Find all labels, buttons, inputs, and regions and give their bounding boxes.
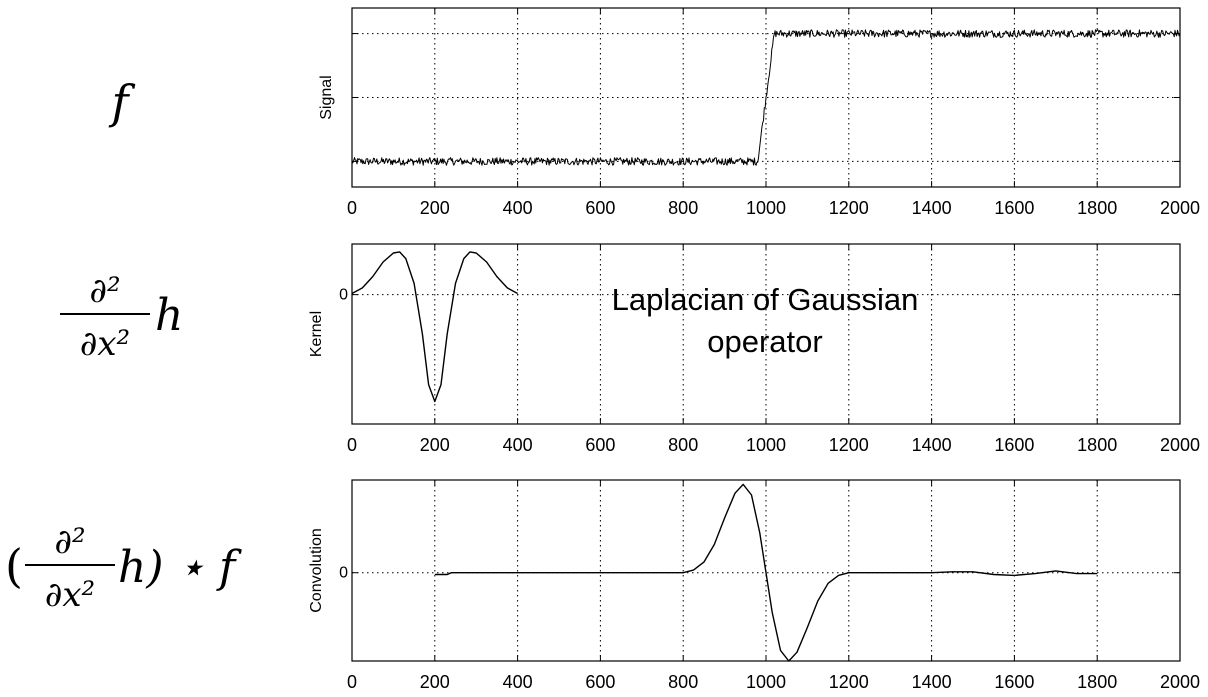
series-line (434, 483, 1098, 662)
x-tick-label: 1600 (994, 435, 1034, 455)
x-tick-label: 400 (503, 672, 533, 692)
chart-annotation: Laplacian of Gaussian (612, 282, 919, 317)
x-tick-label: 1200 (829, 672, 869, 692)
x-tick-label: 1000 (746, 198, 786, 218)
x-tick-label: 200 (420, 198, 450, 218)
equation-kernel-denominator: ∂x² (80, 324, 130, 364)
x-tick-label: 800 (668, 672, 698, 692)
equation-kernel-numerator: ∂² (89, 271, 120, 311)
y-axis-label: Signal (318, 75, 335, 119)
equation-convolution-tail: h) ⋆ f (118, 542, 242, 593)
equation-signal: f (108, 75, 135, 129)
x-tick-label: 2000 (1160, 672, 1200, 692)
x-tick-label: 0 (347, 198, 357, 218)
x-tick-label: 1000 (746, 435, 786, 455)
kernel-chart: 0 200 400 600 800 1000 1200 1400 1600 1800 2000 0 Ke… (308, 243, 1200, 455)
chart-annotation: operator (707, 324, 822, 359)
x-tick-label: 800 (668, 435, 698, 455)
x-tick-label: 600 (585, 435, 615, 455)
x-tick-label: 1800 (1077, 672, 1117, 692)
equation-convolution-open-paren: ( (5, 539, 23, 593)
x-tick-label: 2000 (1160, 198, 1200, 218)
x-tick-label: 2000 (1160, 435, 1200, 455)
series-line (351, 29, 1181, 166)
x-tick-label: 400 (503, 198, 533, 218)
x-tick-label: 1400 (912, 435, 952, 455)
series-line (351, 251, 518, 403)
y-axis-label: Kernel (308, 311, 325, 357)
convolution-chart: 0 200 400 600 800 1000 1200 1400 1600 1800 2000 0 Co… (308, 479, 1200, 692)
x-tick-label: 1000 (746, 672, 786, 692)
x-tick-label: 200 (420, 435, 450, 455)
x-tick-label: 600 (585, 198, 615, 218)
x-tick-label: 1200 (829, 435, 869, 455)
y-tick-label: 0 (339, 287, 348, 304)
equation-kernel: ∂² ∂x² h (60, 271, 183, 364)
x-tick-label: 0 (347, 435, 357, 455)
equation-convolution-numerator: ∂² (54, 522, 85, 562)
x-tick-label: 1600 (994, 672, 1034, 692)
y-tick-label: 0 (339, 565, 348, 582)
x-tick-label: 1800 (1077, 198, 1117, 218)
x-tick-label: 400 (503, 435, 533, 455)
x-tick-label: 800 (668, 198, 698, 218)
x-tick-label: 1800 (1077, 435, 1117, 455)
x-tick-label: 0 (347, 672, 357, 692)
equation-convolution: ( ∂² ∂x² h) ⋆ f (5, 522, 242, 615)
signal-chart: 0 200 400 600 800 1000 1200 1400 1600 1800 2000 Sig… (318, 7, 1200, 218)
equation-kernel-h: h (155, 290, 183, 341)
x-tick-label: 600 (585, 672, 615, 692)
equation-convolution-denominator: ∂x² (45, 575, 95, 615)
x-tick-label: 200 (420, 672, 450, 692)
x-tick-label: 1200 (829, 198, 869, 218)
x-tick-label: 1400 (912, 198, 952, 218)
y-axis-label: Convolution (308, 528, 325, 613)
x-tick-label: 1600 (994, 198, 1034, 218)
x-tick-label: 1400 (912, 672, 952, 692)
